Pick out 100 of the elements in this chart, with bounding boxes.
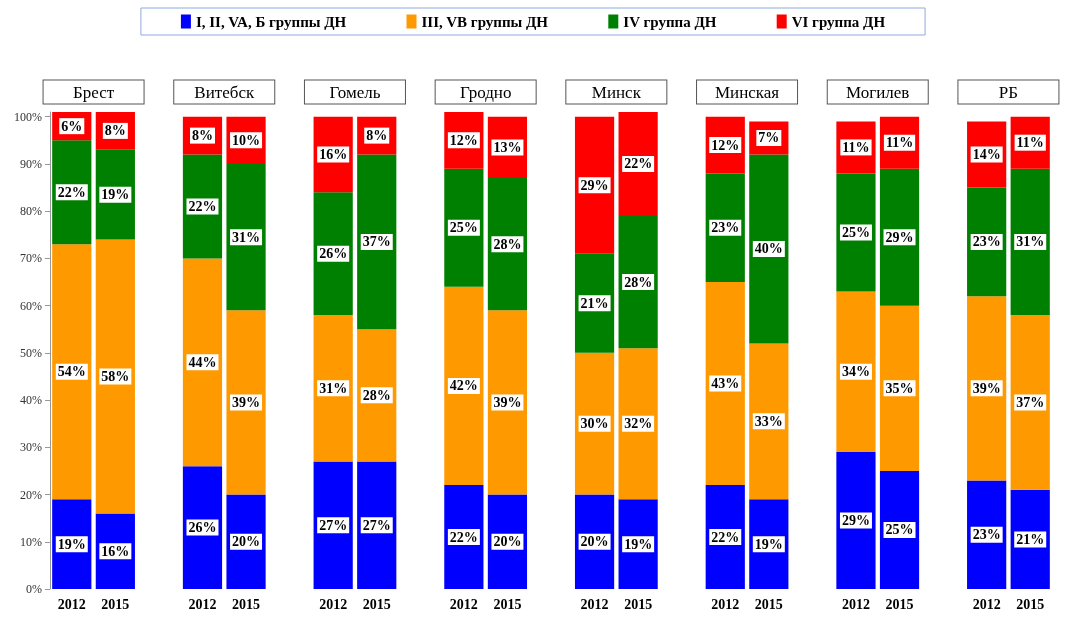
- bar: [52, 244, 92, 500]
- x-tick-label: 2015: [101, 596, 130, 612]
- x-tick-label: 2012: [580, 596, 609, 612]
- data-label: 27%: [319, 517, 348, 533]
- bar: [967, 296, 1007, 481]
- data-label: 22%: [188, 198, 217, 214]
- bar: [182, 154, 223, 259]
- bar: [574, 116, 615, 254]
- data-label: 54%: [57, 364, 86, 380]
- bar: [182, 466, 223, 589]
- x-tick-label: 2015: [1016, 596, 1045, 612]
- x-tick-label: 2015: [493, 596, 522, 612]
- data-label: 20%: [580, 534, 609, 550]
- bar: [313, 192, 353, 316]
- x-tick-label: 2012: [841, 596, 870, 612]
- data-label: 37%: [1016, 394, 1045, 410]
- data-label: 40%: [754, 241, 783, 257]
- data-label: 19%: [101, 187, 130, 203]
- data-label: 39%: [232, 394, 261, 410]
- data-label: 16%: [319, 147, 348, 163]
- bar: [836, 291, 876, 453]
- legend-label: IV группа ДН: [623, 13, 717, 30]
- data-label: 43%: [711, 376, 740, 392]
- data-label: 32%: [624, 416, 653, 432]
- data-label: 28%: [362, 387, 391, 403]
- bar: [226, 494, 266, 589]
- data-label: 42%: [449, 378, 478, 394]
- bar: [967, 480, 1007, 589]
- y-tick-label: 70%: [20, 251, 42, 266]
- data-label: 29%: [885, 229, 914, 245]
- data-label: 8%: [104, 123, 126, 139]
- x-tick-label: 2012: [972, 596, 1001, 612]
- y-tick-label: 90%: [20, 156, 42, 171]
- bar: [705, 173, 745, 283]
- bar: [357, 154, 397, 330]
- y-tick-label: 40%: [20, 393, 42, 408]
- bar: [357, 461, 397, 589]
- x-tick-label: 2012: [449, 596, 478, 612]
- data-label: 22%: [57, 184, 86, 200]
- bar: [967, 187, 1007, 297]
- bar: [879, 470, 920, 589]
- data-label: 26%: [319, 246, 348, 262]
- legend-label: I, II, VA, Б группы ДН: [195, 13, 347, 30]
- bar: [487, 310, 528, 495]
- x-tick-label: 2012: [711, 596, 740, 612]
- data-label: 11%: [842, 139, 870, 155]
- x-tick-label: 2015: [232, 596, 261, 612]
- data-label: 26%: [188, 520, 217, 536]
- data-label: 7%: [758, 130, 780, 146]
- bar: [226, 163, 266, 311]
- y-tick-label: 0%: [26, 582, 42, 596]
- data-label: 44%: [188, 354, 217, 370]
- data-label: 21%: [1016, 531, 1045, 547]
- data-label: 22%: [624, 156, 653, 172]
- data-label: 37%: [362, 234, 391, 250]
- bar: [313, 461, 353, 589]
- data-label: 25%: [885, 522, 914, 538]
- data-label: 28%: [624, 274, 653, 290]
- data-label: 13%: [493, 139, 522, 155]
- data-label: 8%: [366, 128, 388, 144]
- data-label: 16%: [101, 543, 130, 559]
- data-label: 29%: [580, 177, 609, 193]
- bar: [357, 329, 397, 462]
- text: Минск: [591, 82, 642, 102]
- data-label: 12%: [449, 132, 478, 148]
- data-label: 35%: [885, 380, 914, 396]
- y-tick-label: 10%: [20, 534, 42, 549]
- bar: [879, 168, 920, 306]
- y-tick-label: 20%: [20, 487, 42, 502]
- text: Могилев: [846, 82, 910, 102]
- text: Гомель: [329, 82, 381, 102]
- data-label: 6%: [61, 118, 83, 134]
- data-label: 23%: [972, 527, 1001, 543]
- text: Витебск: [194, 82, 255, 102]
- legend-label: III, VB группы ДН: [421, 13, 549, 30]
- bar: [574, 352, 615, 495]
- x-tick-label: 2012: [319, 596, 348, 612]
- data-label: 12%: [711, 137, 740, 153]
- data-label: 33%: [754, 413, 783, 429]
- data-label: 58%: [101, 368, 130, 384]
- x-tick-label: 2015: [624, 596, 653, 612]
- bar: [749, 343, 789, 500]
- y-tick-label: 80%: [20, 204, 42, 219]
- bar: [313, 315, 353, 462]
- data-label: 22%: [711, 529, 740, 545]
- bar: [705, 485, 745, 589]
- bar: [749, 154, 789, 344]
- data-label: 31%: [1016, 234, 1045, 250]
- x-tick-label: 2015: [885, 596, 914, 612]
- bar: [618, 112, 658, 216]
- data-label: 30%: [580, 416, 609, 432]
- data-label: 11%: [1016, 135, 1044, 151]
- bar: [1010, 168, 1050, 316]
- x-tick-label: 2015: [362, 596, 391, 612]
- data-label: 19%: [624, 536, 653, 552]
- bar: [574, 253, 615, 353]
- data-label: 19%: [754, 536, 783, 552]
- text: Гродно: [459, 82, 512, 102]
- data-label: 19%: [57, 536, 86, 552]
- data-label: 25%: [841, 224, 870, 240]
